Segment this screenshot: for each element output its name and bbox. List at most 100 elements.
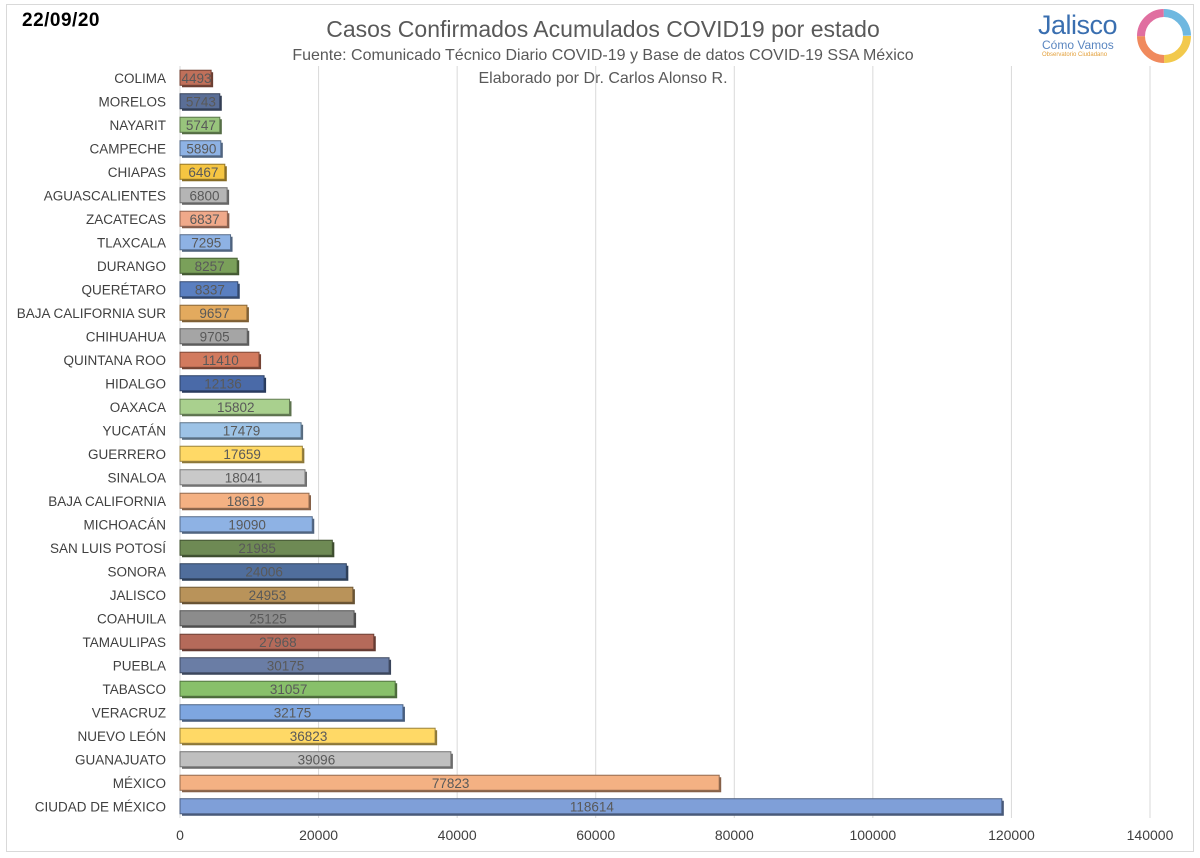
category-label: SINALOA [107,470,166,485]
category-label: CHIAPAS [108,165,166,180]
x-tick-label: 80000 [715,827,754,843]
bar [179,304,248,321]
bar [179,422,302,439]
bar [179,351,260,368]
data-label: 8337 [195,282,225,297]
jalisco-como-vamos-logo: Jalisco Cómo Vamos Observatorio Ciudadan… [1030,6,1195,64]
data-label: 17659 [223,447,261,462]
data-label: 7295 [191,235,221,250]
category-label: MORELOS [98,94,166,109]
data-label: 11410 [202,353,239,368]
bar [179,798,1003,815]
data-label: 12136 [204,376,242,391]
chart-author: Elaborado por Dr. Carlos Alonso R. [478,70,728,87]
category-label: NUEVO LEÓN [77,729,166,744]
category-label: BAJA CALIFORNIA SUR [17,306,167,321]
data-label: 4493 [182,71,212,86]
data-label: 39096 [298,752,336,767]
category-label: TABASCO [102,682,166,697]
bar [179,774,720,791]
category-label: AGUASCALIENTES [44,188,166,203]
data-label: 25125 [249,611,287,626]
bar [179,539,333,556]
category-label: BAJA CALIFORNIA [48,494,166,509]
bar [179,210,228,227]
x-tick-label: 140000 [1127,827,1174,843]
x-tick-label: 60000 [576,827,615,843]
category-label: CAMPECHE [89,141,166,156]
category-label: ZACATECAS [86,212,166,227]
x-tick-label: 0 [176,827,184,843]
data-label: 77823 [432,776,470,791]
category-label: PUEBLA [113,658,166,673]
category-label: DURANGO [97,259,166,274]
bar [179,187,228,204]
data-label: 32175 [274,705,312,720]
data-label: 17479 [223,423,261,438]
logo-tagline: Cómo Vamos [1042,38,1114,52]
data-label: 24953 [249,588,287,603]
data-label: 9705 [200,329,230,344]
bar [179,563,347,580]
category-label: MICHOACÁN [83,517,166,532]
bar [179,375,265,392]
category-label: GUERRERO [88,447,166,462]
data-label: 36823 [290,729,328,744]
bar [179,140,222,157]
bar [179,69,212,86]
bar [179,492,310,509]
data-label: 19090 [228,517,266,532]
bar [179,610,355,627]
bar [179,93,221,110]
bar [179,469,306,486]
bar [179,257,238,274]
bar [179,116,221,133]
chart-frame [6,4,1194,852]
data-label: 9657 [199,306,229,321]
category-label: TLAXCALA [97,235,166,250]
bar [179,281,239,298]
data-label: 8257 [195,259,225,274]
data-label: 6800 [190,188,220,203]
bar [179,328,248,345]
chart-title: Casos Confirmados Acumulados COVID19 por… [326,16,880,42]
x-tick-label: 120000 [988,827,1035,843]
category-label: VERACRUZ [92,705,166,720]
category-label: COLIMA [114,71,166,86]
category-label: QUERÉTARO [81,282,166,297]
logo-brand: Jalisco [1038,10,1118,40]
data-label: 5890 [186,141,216,156]
bar [179,516,313,533]
bar [179,633,375,650]
bar [179,751,452,768]
data-label: 27968 [259,635,297,650]
data-label: 18619 [227,494,265,509]
bar [179,163,226,180]
x-tick-label: 100000 [849,827,896,843]
logo-small-text: Observatorio Ciudadano [1042,52,1108,58]
data-label: 15802 [217,400,255,415]
bar [179,445,303,462]
category-label: MÉXICO [113,776,166,791]
category-label: QUINTANA ROO [63,353,166,368]
bar [179,704,404,721]
category-label: JALISCO [110,588,166,603]
data-label: 6467 [188,165,218,180]
category-label: COAHUILA [97,611,166,626]
data-label: 31057 [270,682,308,697]
data-label: 5743 [186,94,216,109]
category-label: YUCATÁN [102,423,166,438]
data-label: 118614 [570,799,615,814]
category-label: OAXACA [110,400,166,415]
bar [179,234,232,251]
category-label: SAN LUIS POTOSÍ [50,541,166,556]
data-label: 30175 [267,658,305,673]
x-tick-label: 20000 [299,827,338,843]
category-label: TAMAULIPAS [82,635,166,650]
date-label: 22/09/20 [22,10,100,31]
logo-ring-icon [1137,9,1191,63]
data-label: 6837 [190,212,220,227]
category-label: GUANAJUATO [75,752,166,767]
data-label: 18041 [225,470,263,485]
bar [179,680,396,697]
